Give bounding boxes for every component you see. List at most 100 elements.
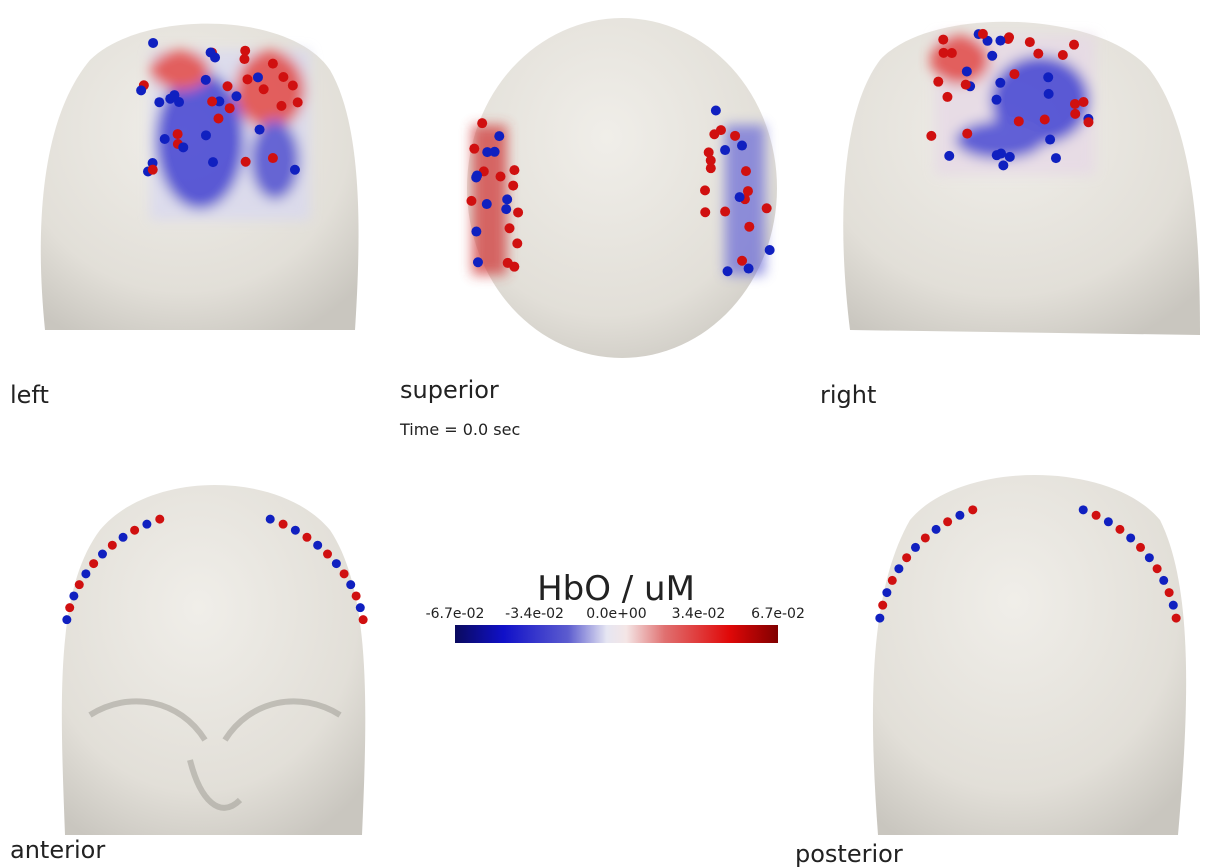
electrode [97,549,107,559]
electrode [323,549,333,559]
electrode [207,96,218,107]
colorbar-tick-label: 6.7e-02 [751,606,805,622]
electrode [1013,116,1024,127]
electrode [740,166,751,177]
colorbar [455,625,778,643]
electrode [991,94,1002,105]
view-label: superior [400,376,499,404]
electrode [1168,600,1178,610]
electrode [178,142,189,153]
electrode [512,238,523,249]
electrode [302,532,312,542]
electrode [208,157,219,168]
electrode [1152,564,1162,574]
electrode [258,84,269,95]
electrode [722,266,733,277]
electrode [742,186,753,197]
electrode [938,47,949,58]
electrode [466,195,477,206]
electrode [887,575,897,585]
colorbar-tick-label: 3.4e-02 [672,606,726,622]
electrode [81,569,91,579]
electrode [252,72,263,83]
electrode [946,48,957,59]
electrode [222,81,233,92]
electrode [339,569,349,579]
electrode [504,223,515,234]
view-label: posterior [795,840,903,867]
head-anterior [61,485,366,835]
electrode [1164,588,1174,598]
electrode [65,603,75,613]
electrode [240,156,251,167]
electrode [508,180,519,191]
electrode [200,74,211,85]
electrode [213,113,224,124]
electrode [730,130,741,141]
electrode [502,194,513,205]
head-right [843,21,1200,336]
electrode [700,185,711,196]
electrode [240,45,251,56]
electrode [709,129,720,140]
electrode [224,103,235,114]
electrode [148,37,159,48]
electrode [513,207,524,218]
electrode [346,580,356,590]
electrode [481,199,492,210]
electrode [1103,517,1113,527]
electrode [472,170,483,181]
electrode [700,207,711,218]
electrode [705,163,716,174]
electrode [351,591,361,601]
electrode [358,615,368,625]
electrodes [62,28,1181,625]
electrode [943,517,953,527]
electrode [89,559,99,569]
view-label: anterior [10,836,105,864]
electrode [761,203,772,214]
electrode [1171,613,1181,623]
time-label: Time = 0.0 sec [399,420,520,439]
colorbar-tick-label: -3.4e-02 [505,606,564,622]
electrode [1033,48,1044,59]
electrode [933,76,944,87]
electrode [477,118,488,129]
electrode [1126,533,1136,543]
electrode [1009,69,1020,80]
electrode [69,591,79,601]
electrode [902,553,912,563]
electrode [200,130,211,141]
electrode [278,72,289,83]
electrode [469,143,480,154]
electrode [472,257,483,268]
electrode [239,54,250,65]
electrode [1083,117,1094,128]
electrode [1159,575,1169,585]
electrode [313,540,323,550]
electrode [1115,524,1125,534]
electrode [743,263,754,274]
electrode [720,206,731,217]
view-label: left [10,381,49,409]
electrode [509,165,520,176]
electrode [502,257,513,268]
electrode [154,97,165,108]
electrode [977,28,988,39]
electrode [995,77,1006,88]
electrode [705,155,716,166]
electrode [987,50,998,61]
electrode [62,615,72,625]
electrode [920,533,930,543]
electrode [1004,151,1015,162]
electrode [290,525,300,535]
electrode [231,91,242,102]
electrode [944,150,955,161]
electrode [998,160,1009,171]
colorbar-title: HbO / uM [537,569,695,609]
electrode [961,66,972,77]
electrode [1091,510,1101,520]
electrode [495,171,506,182]
electrode [130,525,140,535]
